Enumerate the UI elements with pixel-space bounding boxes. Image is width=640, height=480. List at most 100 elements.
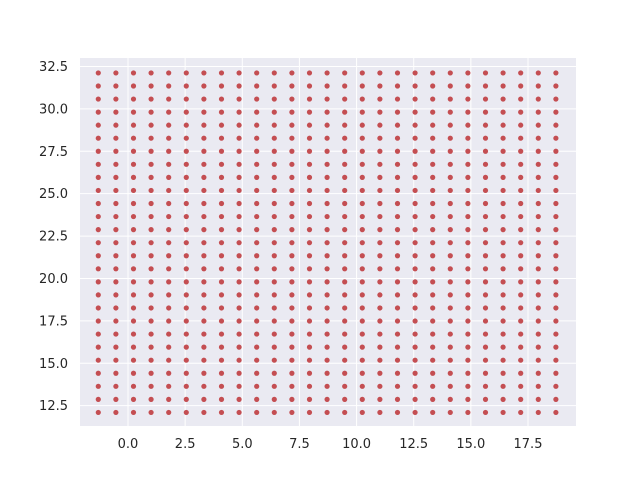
data-point (553, 357, 559, 363)
data-point (482, 253, 489, 259)
data-point (377, 161, 383, 167)
data-point (236, 266, 242, 272)
data-point (201, 318, 207, 324)
data-point (271, 240, 277, 246)
data-point (148, 187, 154, 194)
data-point (359, 187, 365, 194)
data-point (447, 213, 453, 220)
data-point (394, 227, 401, 233)
data-point (324, 253, 330, 259)
data-point (447, 266, 453, 272)
data-point (236, 200, 242, 207)
data-point (430, 292, 436, 298)
data-point (201, 161, 207, 167)
data-point (183, 292, 189, 298)
data-point (289, 266, 295, 272)
data-point (447, 357, 453, 363)
data-point (130, 213, 137, 220)
data-point (271, 318, 277, 324)
data-point (430, 305, 436, 311)
data-point (465, 357, 471, 363)
data-point (482, 109, 489, 115)
data-point (113, 383, 119, 389)
data-point (166, 96, 172, 102)
data-point (412, 357, 418, 363)
data-point (254, 331, 260, 337)
data-point (482, 213, 489, 220)
data-point (377, 409, 383, 416)
data-point (218, 409, 225, 416)
data-point (148, 161, 154, 167)
data-point (394, 200, 401, 207)
data-point (130, 292, 137, 298)
data-point (377, 148, 383, 154)
data-point (166, 213, 172, 220)
data-point (553, 96, 559, 102)
data-point (412, 383, 418, 389)
data-point (130, 305, 137, 311)
x-tick-label: 0.0 (118, 437, 139, 452)
data-point (377, 122, 383, 128)
data-point (218, 213, 225, 220)
data-point (183, 305, 189, 311)
data-point (201, 383, 207, 389)
data-point (306, 409, 313, 416)
data-point (271, 292, 277, 298)
data-point (218, 305, 225, 311)
data-point (394, 253, 401, 259)
data-point (500, 279, 506, 285)
data-point (236, 240, 242, 246)
data-point (430, 96, 436, 102)
data-point (218, 174, 225, 180)
data-point (430, 174, 436, 180)
data-point (500, 70, 506, 76)
data-point (183, 318, 189, 324)
data-point (342, 174, 348, 180)
x-tick-label: 15.0 (456, 437, 485, 452)
data-point (148, 331, 154, 337)
data-point (447, 331, 453, 337)
data-point (201, 135, 207, 141)
data-point (95, 266, 101, 272)
data-point (482, 318, 489, 324)
data-point (465, 70, 471, 76)
data-point (394, 396, 401, 402)
data-point (95, 83, 101, 89)
data-point (359, 83, 365, 89)
data-point (482, 227, 489, 233)
data-point (412, 318, 418, 324)
data-point (535, 331, 541, 337)
data-point (289, 253, 295, 259)
data-point (148, 227, 154, 233)
data-point (130, 279, 137, 285)
data-point (394, 96, 401, 102)
data-point (447, 383, 453, 389)
data-point (271, 187, 277, 194)
data-point (553, 213, 559, 220)
data-point (95, 305, 101, 311)
data-point (201, 96, 207, 102)
data-point (518, 122, 524, 128)
data-point (482, 266, 489, 272)
data-point (500, 187, 506, 194)
data-point (465, 396, 471, 402)
data-point (412, 253, 418, 259)
data-point (113, 279, 119, 285)
data-point (95, 279, 101, 285)
data-point (324, 200, 330, 207)
data-point (482, 200, 489, 207)
data-point (148, 70, 154, 76)
data-point (430, 396, 436, 402)
data-point (482, 174, 489, 180)
data-point (183, 213, 189, 220)
data-point (342, 357, 348, 363)
data-point (518, 318, 524, 324)
data-point (95, 96, 101, 102)
data-point (430, 409, 436, 416)
data-point (412, 409, 418, 416)
data-point (553, 122, 559, 128)
data-point (201, 240, 207, 246)
data-point (377, 253, 383, 259)
data-point (553, 70, 559, 76)
data-point (306, 253, 313, 259)
